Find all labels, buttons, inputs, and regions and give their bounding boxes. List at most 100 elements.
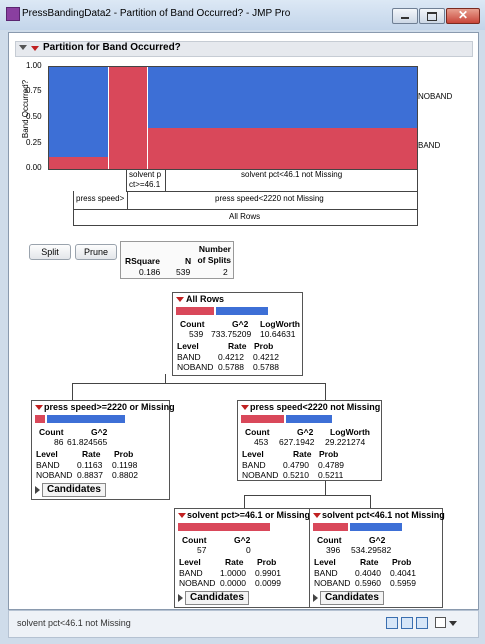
g2-value: 0 [246,545,251,555]
candidates-label: Candidates [42,483,106,497]
node-title: solvent pct>=46.1 or Missing [187,510,311,520]
col-header: Rate [360,557,379,567]
level-name: BAND [179,568,203,578]
col-header: Level [177,341,199,351]
level-prob: 0.9901 [255,568,281,578]
y-tick-label: 0.75 [26,86,42,95]
tree-node-right-right[interactable]: solvent pct<46.1 not Missing Count G^2 3… [309,508,445,608]
col-header: G^2 [91,427,108,437]
tree-node-root[interactable]: All Rows Count G^2 LogWorth 539 733.7520… [172,292,303,376]
legend-noband: NOBAND [418,92,453,101]
level-name: NOBAND [36,470,73,480]
segment-label-row: solvent p ct>=46.1 solvent pct<46.1 not … [126,169,418,192]
col-header: Prob [257,557,277,567]
split-label: press speed> [76,194,125,203]
level-rate: 0.4790 [283,460,309,470]
mosaic-divider [108,67,109,169]
plot-area[interactable] [48,66,418,170]
split-divider [127,191,128,209]
candidates-label: Candidates [185,591,249,605]
mosaic-band-segment[interactable] [108,67,147,169]
col-header: Prob [254,341,274,351]
close-button[interactable]: ✕ [446,8,480,24]
col-header: Rate [228,341,247,351]
noband-rate-bar [216,307,268,315]
level-name: NOBAND [179,578,216,588]
node-menu-icon[interactable] [178,513,186,518]
level-rate: 0.4040 [355,568,381,578]
level-rate: 0.1163 [77,460,103,470]
summary-header: RSquare [125,256,160,266]
summary-table: RSquare N Number of Splits 0.186 539 2 [120,241,234,279]
summary-header: Number of Splits [197,244,231,265]
col-header: Level [242,449,264,459]
maximize-button[interactable] [419,8,445,24]
mosaic-band-segment[interactable] [49,157,108,169]
col-header: G^2 [234,535,251,545]
tree-connector [325,383,326,400]
node-title: solvent pct<46.1 not Missing [322,510,445,520]
split-button[interactable]: Split [29,244,71,260]
level-name: BAND [36,460,60,470]
count-value: 86 [54,437,64,447]
tree-connector [165,374,166,383]
prune-button[interactable]: Prune [75,244,117,260]
col-header: Level [36,449,58,459]
level-rate: 1.0000 [220,568,246,578]
node-menu-icon[interactable] [241,405,249,410]
tree-node-right-left[interactable]: solvent pct>=46.1 or Missing Count G^2 5… [174,508,310,608]
col-header: Level [314,557,336,567]
y-tick-label: 1.00 [26,61,42,70]
report-outline-header[interactable]: Partition for Band Occurred? [15,41,473,57]
logworth-value: 10.64631 [260,329,296,339]
node-menu-icon[interactable] [313,513,321,518]
mosaic-noband-segment[interactable] [49,67,108,157]
outline-disclosure-icon[interactable] [19,45,27,50]
band-rate-bar [313,523,348,531]
mosaic-noband-segment[interactable] [147,67,417,128]
legend-band: BAND [418,141,441,150]
node-menu-icon[interactable] [176,297,184,302]
disclosure-icon [35,486,40,494]
level-prob: 0.1198 [112,460,138,470]
node-menu-icon[interactable] [35,405,43,410]
col-header: Prob [114,449,134,459]
root-label-row: All Rows [73,209,418,226]
level-prob: 0.0099 [255,578,281,588]
col-header: Rate [293,449,312,459]
count-value: 539 [189,329,204,339]
level-prob: 0.8802 [112,470,138,480]
y-tick-label: 0.00 [26,163,42,172]
col-header: Prob [392,557,412,567]
candidates-label: Candidates [320,591,384,605]
dropdown-arrow-icon[interactable] [449,621,457,626]
segment-divider [165,169,166,191]
mosaic-band-segment[interactable] [147,128,417,169]
list-icon[interactable] [416,617,428,629]
home-icon[interactable] [401,617,413,629]
red-triangle-menu-icon[interactable] [31,46,39,51]
status-text: solvent pct<46.1 not Missing [17,618,131,628]
title-bar[interactable]: PressBandingData2 - Partition of Band Oc… [0,0,485,30]
level-prob: 0.5959 [390,578,416,588]
tree-connector [370,495,371,508]
jmp-app-icon [6,7,20,21]
upload-icon[interactable] [386,617,398,629]
summary-value: 0.186 [139,267,161,277]
col-header: G^2 [232,319,249,329]
status-bar: solvent pct<46.1 not Missing [8,610,479,638]
col-header: Rate [82,449,101,459]
band-rate-bar [178,523,270,531]
tree-node-left[interactable]: press speed>=2220 or Missing Count G^2 8… [31,400,175,500]
minimize-button[interactable] [392,8,418,24]
split-label-row: press speed> press speed<2220 not Missin… [73,191,418,210]
tree-node-right[interactable]: press speed<2220 not Missing Count G^2 L… [237,400,382,481]
level-name: BAND [314,568,338,578]
segment-label: solvent p ct>=46.1 [129,170,162,189]
count-value: 57 [197,545,207,555]
level-prob: 0.5788 [253,362,279,372]
report-content[interactable]: Partition for Band Occurred? Band Occurr… [8,32,479,610]
level-name: BAND [177,352,201,362]
checkbox-icon[interactable] [435,617,446,628]
col-header: Count [180,319,205,329]
